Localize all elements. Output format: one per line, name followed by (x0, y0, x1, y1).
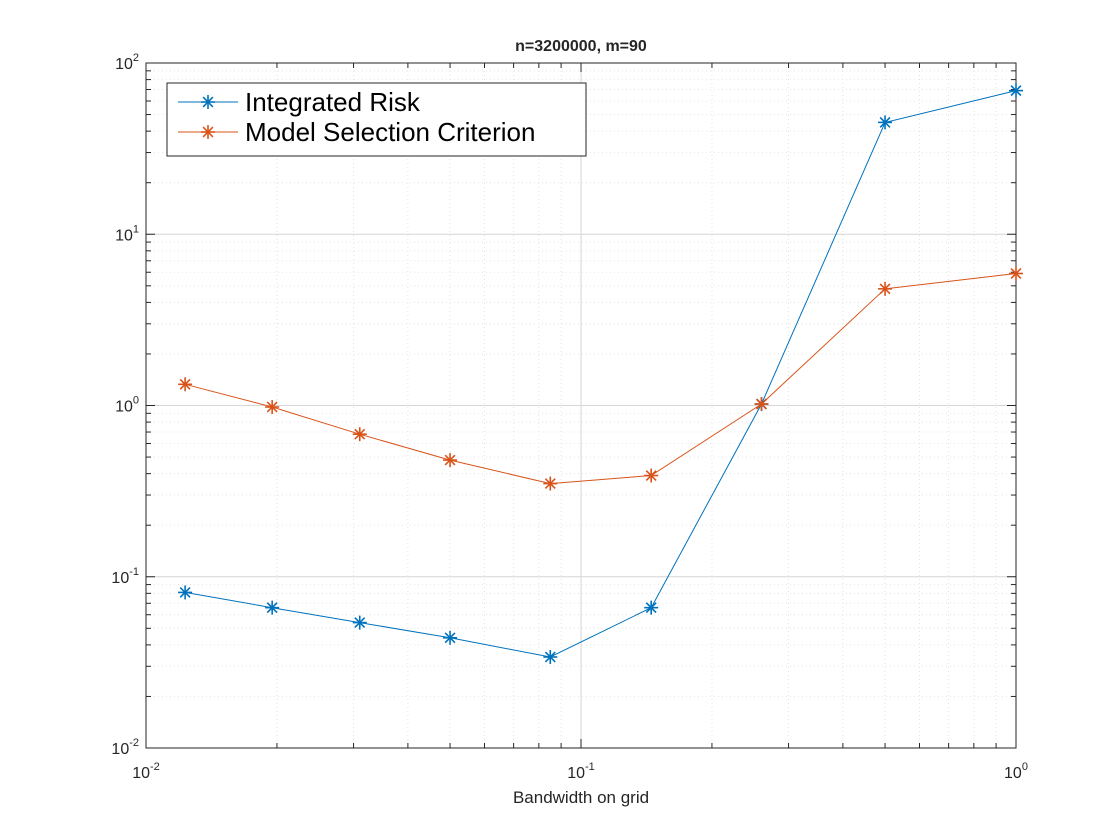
series-1-point (265, 600, 280, 615)
legend-label-1: Integrated Risk (245, 87, 421, 117)
series-2-point (443, 453, 458, 468)
legend-label-2: Model Selection Criterion (245, 117, 535, 147)
y-tick-label: 100 (115, 395, 139, 416)
series-2-point (178, 377, 193, 392)
series-2-point (644, 468, 659, 483)
y-tick-label: 102 (115, 52, 139, 73)
y-tick-label: 10-1 (111, 566, 139, 587)
series-1-point (352, 615, 367, 630)
legend-marker-1 (201, 95, 215, 109)
series-1-point (644, 600, 659, 615)
x-tick-label: 10-2 (132, 761, 160, 782)
series-2-point (878, 281, 893, 296)
y-tick-label: 10-2 (111, 737, 139, 758)
plot-area (145, 62, 1023, 749)
series-2-point (754, 397, 769, 412)
x-tick-label: 10-1 (567, 761, 595, 782)
axes-box (145, 62, 1017, 749)
x-tick-label: 100 (1004, 761, 1028, 782)
series-1-point (443, 630, 458, 645)
series-1-point (543, 649, 558, 664)
series-layer (178, 83, 1023, 664)
legend-box (166, 82, 587, 157)
series-1-point (878, 115, 893, 130)
series-1-point (1009, 83, 1023, 98)
series-2-point (1009, 266, 1023, 281)
series-2-point (265, 400, 280, 415)
series-2-point (352, 427, 367, 442)
x-axis-label: Bandwidth on grid (513, 788, 649, 807)
legend-marker-2 (201, 125, 215, 139)
chart-title: n=3200000, m=90 (515, 38, 647, 55)
series-1-point (178, 585, 193, 600)
tick-labels: 10-2 10-1 100 10-2 10-1 100 101 102 (111, 52, 1028, 782)
series-2-point (543, 476, 558, 491)
y-tick-label: 101 (115, 223, 139, 244)
